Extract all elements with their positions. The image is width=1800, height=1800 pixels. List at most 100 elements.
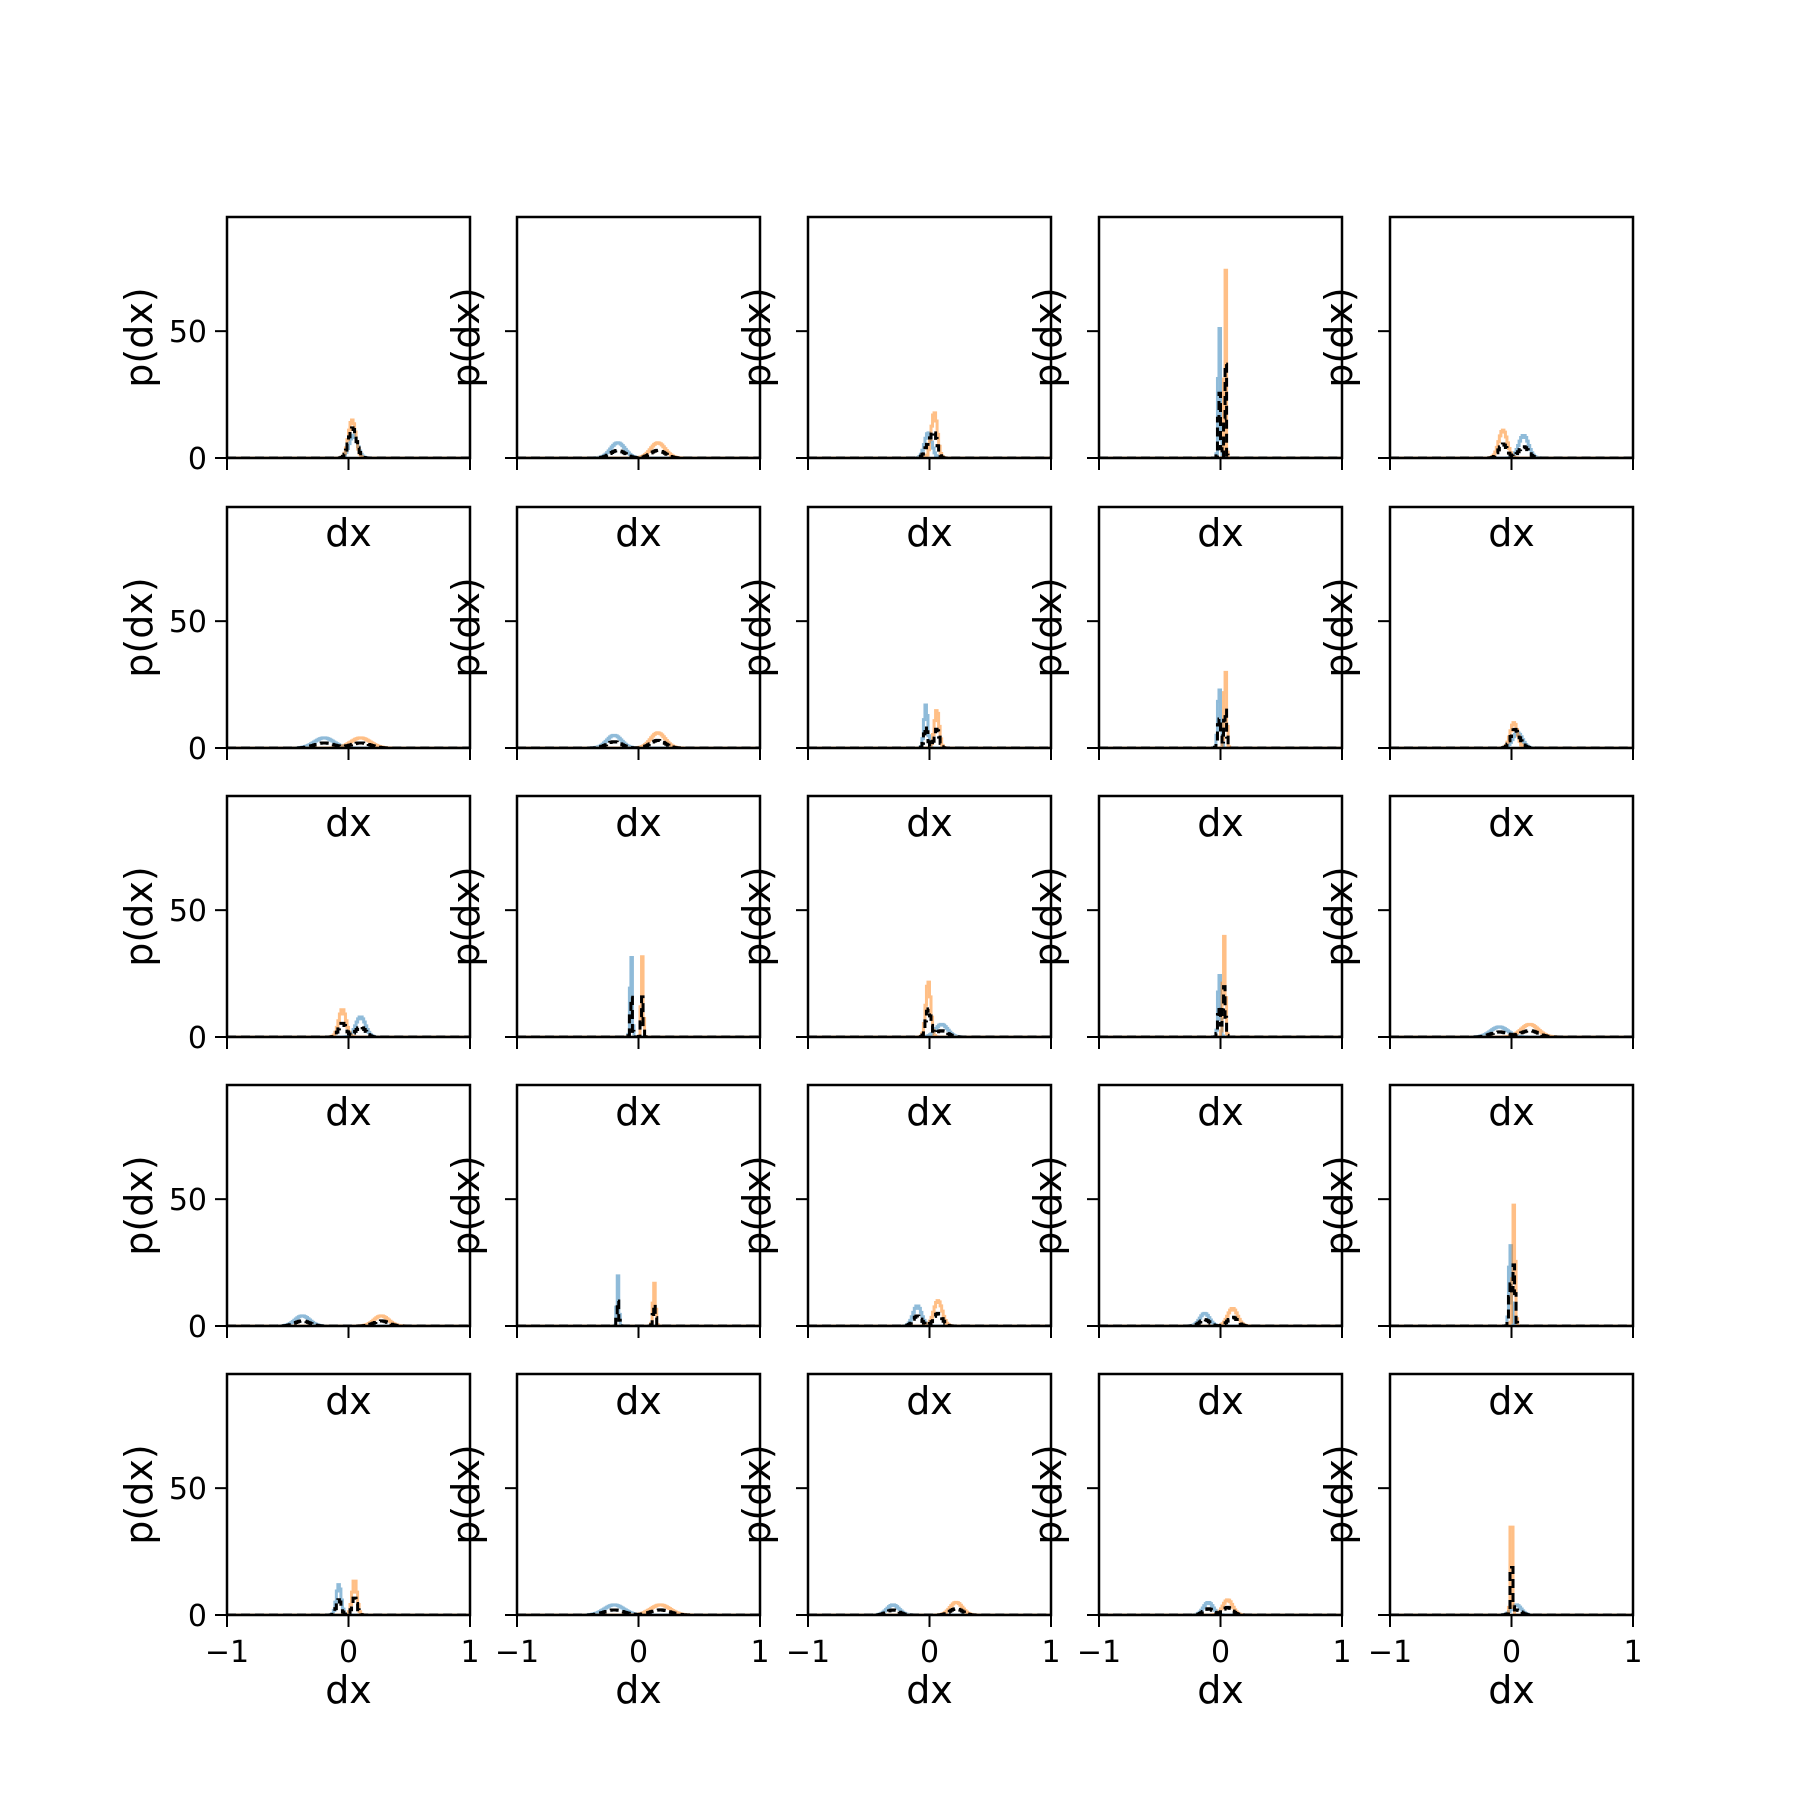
panel-r2-c4: dx p(dx) — [1026, 505, 1344, 845]
panel-plot-area — [1099, 670, 1342, 748]
dashed-average-histogram — [1099, 362, 1342, 458]
orange-histogram — [517, 731, 760, 748]
y-axis-label: p(dx) — [735, 287, 779, 387]
panel-frame — [1388, 215, 1635, 460]
x-tick-label: −1 — [1077, 1635, 1121, 1670]
blue-histogram — [227, 1314, 470, 1326]
panel-r3-c1: 0 50 dx p(dx) — [117, 794, 472, 1134]
y-tick-label: 0 — [188, 732, 207, 767]
dashed-average-histogram — [1390, 727, 1633, 748]
dashed-average-histogram — [1099, 985, 1342, 1037]
panel-r2-c1: 0 50 dx p(dx) — [117, 505, 472, 845]
x-axis-label: dx — [615, 801, 662, 845]
x-axis-label: dx — [325, 801, 372, 845]
orange-histogram — [1099, 1598, 1342, 1615]
panel-plot-area — [1099, 1306, 1342, 1326]
panel-r1-c2: dx p(dx) — [444, 215, 762, 555]
orange-histogram — [1390, 1022, 1633, 1037]
dashed-average-histogram — [1390, 1029, 1633, 1037]
y-axis-label: p(dx) — [117, 1444, 161, 1544]
panel-plot-area — [1390, 1203, 1633, 1326]
panel-r1-c1: 0 50 dx p(dx) — [117, 215, 472, 555]
orange-histogram — [1099, 670, 1342, 748]
dashed-average-histogram — [1390, 1263, 1633, 1326]
panel-plot-area — [808, 980, 1051, 1037]
y-tick-label: 0 — [188, 442, 207, 477]
panel-r3-c4: dx p(dx) — [1026, 794, 1344, 1134]
x-axis-label: dx — [1488, 1668, 1535, 1712]
x-axis-label: dx — [906, 1668, 953, 1712]
blue-histogram — [1099, 326, 1342, 458]
blue-histogram — [517, 955, 760, 1037]
panel-plot-area — [1099, 934, 1342, 1037]
panel-plot-area — [1099, 268, 1342, 458]
blue-histogram — [517, 1603, 760, 1615]
panel-r4-c1: 0 50 dx p(dx) — [117, 1083, 472, 1423]
y-axis-label: p(dx) — [117, 287, 161, 387]
y-axis-label: p(dx) — [1317, 287, 1361, 387]
y-axis-label: p(dx) — [117, 866, 161, 966]
x-axis-label: dx — [906, 1090, 953, 1134]
x-tick-label: 1 — [1041, 1635, 1060, 1670]
panel-r5-c4: −1 0 1 dx p(dx) — [1026, 1372, 1352, 1712]
y-axis-label: p(dx) — [735, 1444, 779, 1544]
x-tick-label: 0 — [920, 1635, 939, 1670]
panel-plot-area — [227, 1579, 470, 1615]
orange-histogram — [808, 411, 1051, 458]
orange-histogram — [1390, 428, 1633, 458]
y-axis-label: p(dx) — [444, 1444, 488, 1544]
y-axis-label: p(dx) — [1317, 866, 1361, 966]
orange-histogram — [517, 1281, 760, 1326]
blue-histogram — [227, 1015, 470, 1037]
blue-histogram — [227, 1583, 470, 1615]
orange-histogram — [227, 418, 470, 458]
panel-plot-area — [227, 1314, 470, 1326]
blue-histogram — [517, 441, 760, 458]
orange-histogram — [808, 980, 1051, 1037]
x-axis-label: dx — [1197, 511, 1244, 555]
panel-r1-c3: dx p(dx) — [735, 215, 1053, 555]
panel-r5-c5: −1 0 1 dx p(dx) — [1317, 1372, 1643, 1712]
dashed-average-histogram — [517, 995, 760, 1037]
orange-histogram — [227, 1314, 470, 1326]
x-axis-label: dx — [325, 1090, 372, 1134]
blue-histogram — [808, 703, 1051, 748]
dashed-average-histogram — [808, 1311, 1051, 1326]
y-axis-label: p(dx) — [1026, 287, 1070, 387]
orange-histogram — [227, 1579, 470, 1615]
dashed-average-histogram — [517, 1299, 760, 1326]
orange-histogram — [517, 955, 760, 1037]
y-axis-label: p(dx) — [117, 577, 161, 677]
y-tick-label: 50 — [169, 1472, 207, 1507]
panel-plot-area — [808, 1299, 1051, 1326]
panel-plot-area — [1390, 1022, 1633, 1037]
x-axis-label: dx — [1197, 1379, 1244, 1423]
x-axis-label: dx — [325, 1668, 372, 1712]
panel-plot-area — [517, 1274, 760, 1326]
y-axis-label: p(dx) — [735, 866, 779, 966]
blue-histogram — [1390, 731, 1633, 748]
panel-plot-area — [808, 703, 1051, 748]
panel-plot-area — [517, 1603, 760, 1615]
x-axis-label: dx — [1197, 1668, 1244, 1712]
y-axis-label: p(dx) — [1026, 1444, 1070, 1544]
y-tick-label: 50 — [169, 315, 207, 350]
panel-r1-c4: dx p(dx) — [1026, 215, 1344, 555]
x-axis-label: dx — [615, 511, 662, 555]
panel-r3-c2: dx p(dx) — [444, 794, 762, 1134]
x-axis-label: dx — [615, 1668, 662, 1712]
orange-histogram — [1099, 934, 1342, 1037]
panel-plot-area — [1390, 428, 1633, 458]
x-tick-label: 1 — [1332, 1635, 1351, 1670]
x-tick-label: −1 — [1368, 1635, 1412, 1670]
x-tick-label: −1 — [786, 1635, 830, 1670]
x-tick-label: 1 — [1623, 1635, 1642, 1670]
panel-frame — [515, 215, 762, 460]
blue-histogram — [1099, 1600, 1342, 1615]
y-axis-label: p(dx) — [444, 1155, 488, 1255]
blue-histogram — [808, 431, 1051, 458]
y-tick-label: 0 — [188, 1599, 207, 1634]
blue-histogram — [1390, 1244, 1633, 1326]
panels-layer: 0 50 dx p(dx) dx p(dx) dx p(dx) dx p(dx) dx p(dx) 0 5… — [117, 215, 1643, 1712]
